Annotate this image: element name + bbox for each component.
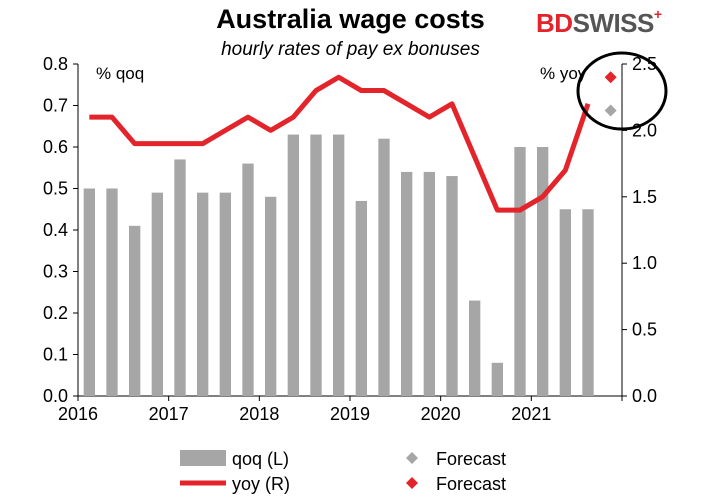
right-axis-unit: % yoy: [540, 64, 587, 83]
qoq-bar: [287, 134, 299, 397]
x-tick-label: 2019: [330, 404, 370, 424]
qoq-bar: [219, 192, 231, 396]
x-tick-label: 2016: [58, 404, 98, 424]
left-tick-label: 0.1: [43, 345, 68, 365]
qoq-bar: [83, 188, 95, 396]
qoq-bar: [446, 176, 458, 396]
left-tick-label: 0.8: [43, 54, 68, 74]
left-tick-label: 0.6: [43, 137, 68, 157]
chart-subtitle: hourly rates of pay ex bonuses: [221, 39, 480, 60]
qoq-bar: [265, 196, 277, 396]
qoq-bar: [537, 147, 549, 396]
logo-bd: BD: [536, 8, 573, 38]
left-tick-label: 0.2: [43, 303, 68, 323]
left-tick-label: 0.7: [43, 96, 68, 116]
x-tick-label: 2020: [421, 404, 461, 424]
qoq-bar: [333, 134, 345, 397]
right-tick-label: 0.0: [632, 386, 657, 406]
legend-forecast-qoq-swatch: [406, 452, 418, 464]
legend-qoq-label: qoq (L): [232, 449, 289, 469]
qoq-bar: [559, 209, 571, 396]
left-tick-label: 0.0: [43, 386, 68, 406]
legend-qoq-swatch: [180, 450, 226, 466]
qoq-bar: [310, 134, 322, 397]
chart-title: Australia wage costs: [216, 4, 485, 34]
left-axis-unit: % qoq: [96, 64, 145, 83]
x-tick-label: 2018: [239, 404, 279, 424]
qoq-bar: [174, 159, 186, 396]
legend-forecast-yoy-label: Forecast: [436, 474, 506, 494]
brand-logo: BDSWISS+: [536, 6, 662, 39]
legend-forecast-yoy-swatch: [406, 477, 418, 489]
qoq-bar: [197, 192, 209, 396]
logo-swiss: SWISS: [572, 8, 655, 38]
qoq-bar: [151, 192, 163, 396]
yoy-line: [89, 74, 591, 213]
x-tick-label: 2017: [149, 404, 189, 424]
forecast-qoq-marker: [604, 104, 617, 117]
highlight-circle: [576, 51, 668, 131]
right-tick-label: 0.5: [632, 320, 657, 340]
forecast-yoy-marker: [604, 71, 617, 84]
qoq-bar: [378, 138, 390, 396]
qoq-bar: [401, 171, 413, 396]
qoq-bar: [582, 209, 594, 396]
right-tick-label: 2.5: [632, 54, 657, 74]
qoq-bar: [423, 171, 435, 396]
qoq-bar: [129, 225, 141, 396]
x-tick-label: 2021: [511, 404, 551, 424]
left-tick-label: 0.3: [43, 262, 68, 282]
right-tick-label: 1.0: [632, 253, 657, 273]
logo-plus-icon: +: [653, 6, 662, 22]
qoq-bar: [106, 188, 118, 396]
left-tick-label: 0.5: [43, 179, 68, 199]
qoq-bar: [355, 200, 367, 396]
qoq-bar: [514, 147, 526, 396]
legend-yoy-label: yoy (R): [232, 474, 290, 494]
qoq-bar: [491, 362, 503, 396]
qoq-bar: [242, 163, 254, 396]
right-tick-label: 1.5: [632, 187, 657, 207]
legend-forecast-qoq-label: Forecast: [436, 449, 506, 469]
qoq-bar: [469, 300, 481, 396]
left-tick-label: 0.4: [43, 220, 68, 240]
